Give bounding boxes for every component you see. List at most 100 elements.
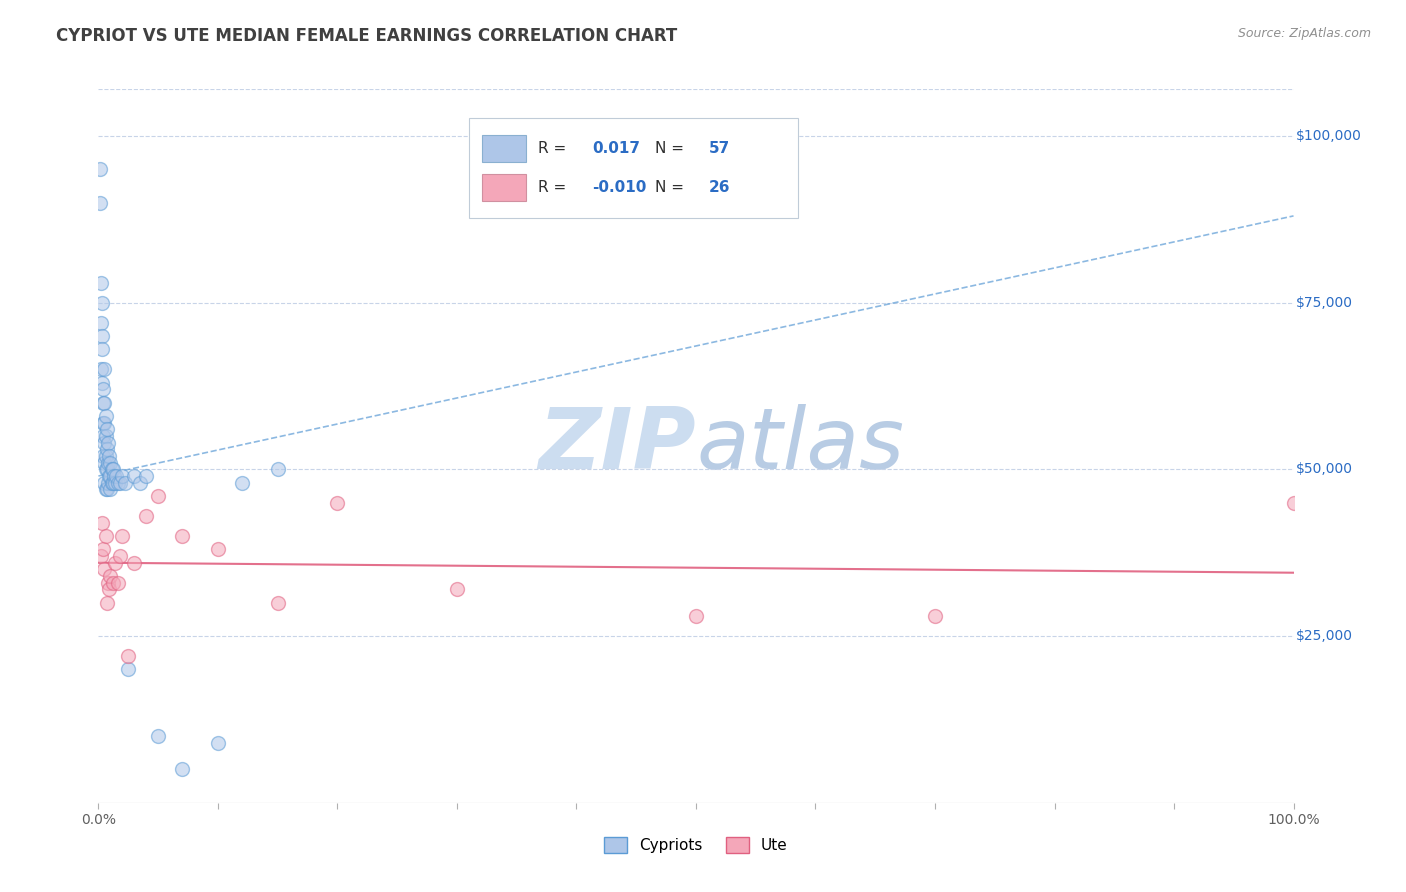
Point <box>91 382 114 396</box>
Point <box>104 475 127 490</box>
Text: N =: N = <box>655 141 689 156</box>
Point <box>135 469 157 483</box>
Text: 0.017: 0.017 <box>592 141 640 156</box>
Point <box>207 542 229 557</box>
Point <box>96 483 118 497</box>
Point <box>93 435 115 450</box>
Point <box>93 456 115 470</box>
Point <box>1282 496 1305 510</box>
Point <box>91 295 114 310</box>
Point <box>97 475 120 490</box>
Point <box>326 496 349 510</box>
Point <box>231 475 253 490</box>
Text: atlas: atlas <box>696 404 904 488</box>
Point <box>148 489 170 503</box>
Point <box>924 609 946 624</box>
Point <box>91 416 114 430</box>
Point <box>94 409 117 423</box>
Point <box>97 456 120 470</box>
Point <box>111 529 134 543</box>
Point <box>117 649 139 664</box>
Point <box>91 449 114 463</box>
Point <box>172 529 194 543</box>
Text: ZIP: ZIP <box>538 404 696 488</box>
Point <box>96 422 118 436</box>
Point <box>93 475 115 490</box>
Point <box>96 596 118 610</box>
Point <box>135 509 157 524</box>
Point <box>94 462 117 476</box>
Point <box>117 662 139 676</box>
Point <box>108 475 131 490</box>
Point <box>91 343 114 357</box>
Point <box>111 469 134 483</box>
Point <box>94 449 117 463</box>
Point <box>91 542 114 557</box>
Point <box>114 475 136 490</box>
Point <box>104 556 127 570</box>
Point <box>100 475 122 490</box>
Point <box>98 582 121 597</box>
FancyBboxPatch shape <box>482 136 526 161</box>
Point <box>90 362 112 376</box>
Point <box>90 316 112 330</box>
Point <box>105 469 128 483</box>
Point <box>94 529 117 543</box>
Point <box>207 736 229 750</box>
Point <box>98 469 121 483</box>
Point <box>91 395 114 409</box>
Point <box>91 516 114 530</box>
Point <box>96 442 118 457</box>
Point <box>107 575 129 590</box>
Point <box>98 469 122 483</box>
Point <box>91 329 114 343</box>
Point <box>108 549 131 563</box>
Text: R =: R = <box>538 180 571 195</box>
Point <box>129 475 152 490</box>
Point <box>103 469 125 483</box>
Point <box>124 556 146 570</box>
Point <box>91 429 114 443</box>
Text: $25,000: $25,000 <box>1296 629 1353 643</box>
Point <box>446 582 468 597</box>
FancyBboxPatch shape <box>482 175 526 201</box>
Point <box>98 456 122 470</box>
Point <box>91 376 114 390</box>
Text: CYPRIOT VS UTE MEDIAN FEMALE EARNINGS CORRELATION CHART: CYPRIOT VS UTE MEDIAN FEMALE EARNINGS CO… <box>56 27 678 45</box>
Point <box>93 562 115 576</box>
Text: $75,000: $75,000 <box>1296 295 1353 310</box>
Point <box>93 395 115 409</box>
Text: $50,000: $50,000 <box>1296 462 1353 476</box>
Point <box>685 609 707 624</box>
Point <box>97 435 120 450</box>
Point <box>94 483 117 497</box>
Point <box>98 449 121 463</box>
Point <box>93 362 115 376</box>
Legend: Cypriots, Ute: Cypriots, Ute <box>598 831 794 859</box>
Point <box>172 763 194 777</box>
Point <box>90 549 112 563</box>
Point <box>93 416 115 430</box>
Point <box>96 462 118 476</box>
Point <box>101 475 124 490</box>
Point <box>148 729 170 743</box>
Point <box>267 462 290 476</box>
Point <box>90 276 112 290</box>
Point <box>101 462 124 476</box>
Point <box>94 429 117 443</box>
Point <box>98 483 122 497</box>
Point <box>124 469 146 483</box>
Text: $100,000: $100,000 <box>1296 128 1362 143</box>
Point <box>267 596 290 610</box>
Text: 57: 57 <box>709 141 730 156</box>
Point <box>101 575 124 590</box>
Point <box>98 569 122 583</box>
Point <box>89 162 111 177</box>
Text: Source: ZipAtlas.com: Source: ZipAtlas.com <box>1237 27 1371 40</box>
Point <box>97 575 120 590</box>
Text: R =: R = <box>538 141 571 156</box>
Text: 26: 26 <box>709 180 731 195</box>
Point <box>89 195 111 210</box>
Point <box>100 462 122 476</box>
Point <box>107 475 129 490</box>
